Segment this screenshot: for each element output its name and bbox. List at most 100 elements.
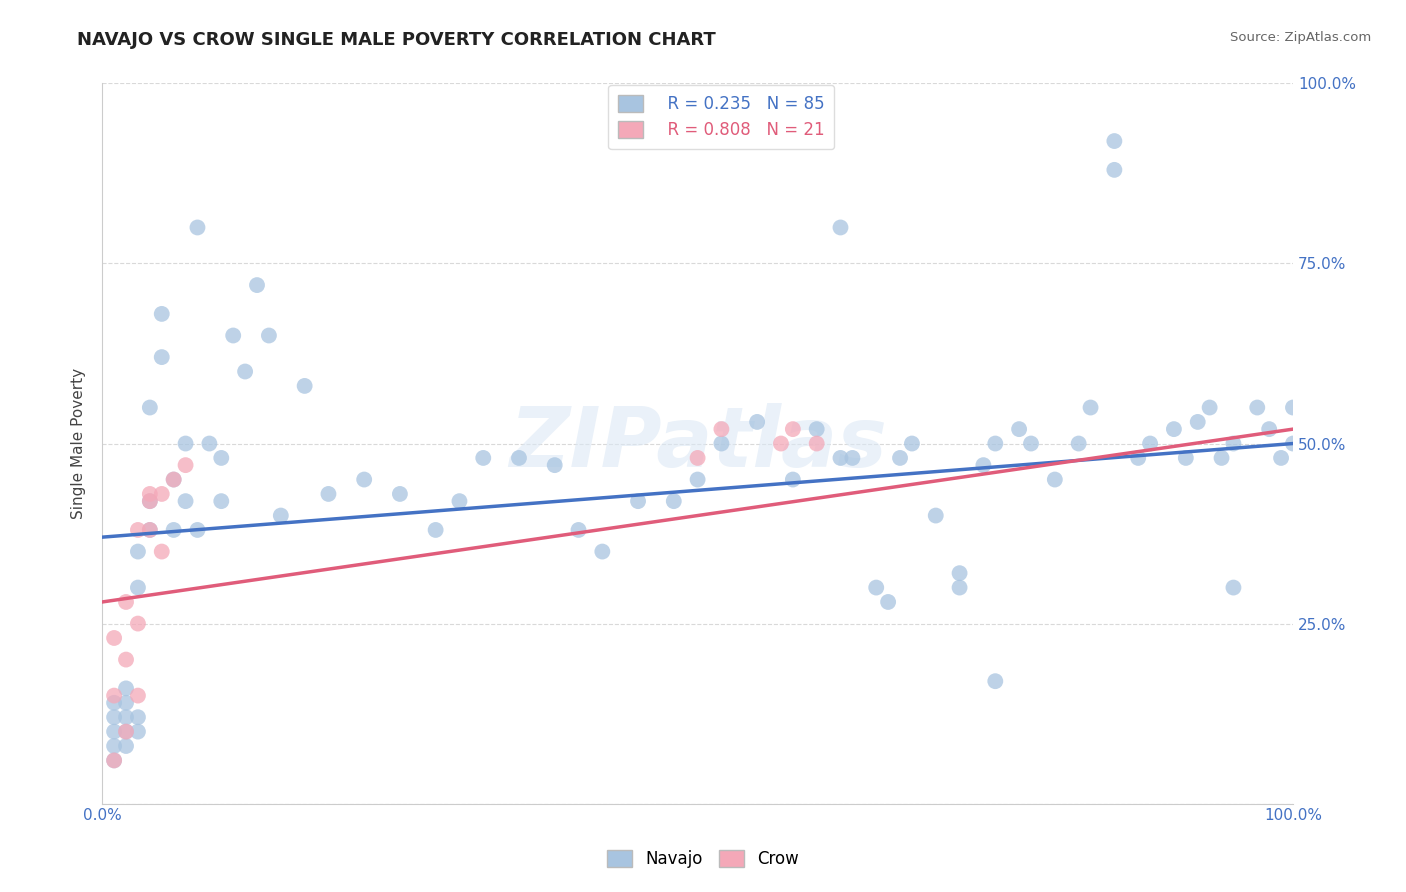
Point <box>830 450 852 465</box>
Point <box>984 674 1007 689</box>
Point <box>1282 401 1305 415</box>
Y-axis label: Single Male Poverty: Single Male Poverty <box>72 368 86 519</box>
Point <box>1222 436 1244 450</box>
Point <box>174 436 197 450</box>
Point <box>806 422 828 436</box>
Point <box>318 487 340 501</box>
Point <box>1270 450 1292 465</box>
Point <box>115 595 138 609</box>
Text: NAVAJO VS CROW SINGLE MALE POVERTY CORRELATION CHART: NAVAJO VS CROW SINGLE MALE POVERTY CORRE… <box>77 31 716 49</box>
Point <box>508 450 530 465</box>
Point <box>830 220 852 235</box>
Text: Source: ZipAtlas.com: Source: ZipAtlas.com <box>1230 31 1371 45</box>
Point <box>877 595 900 609</box>
Point <box>198 436 221 450</box>
Point <box>115 710 138 724</box>
Point <box>1104 162 1126 177</box>
Point <box>103 631 125 645</box>
Point <box>747 415 769 429</box>
Point <box>865 581 887 595</box>
Point <box>139 494 162 508</box>
Point <box>425 523 447 537</box>
Point <box>127 523 149 537</box>
Point <box>127 544 149 558</box>
Point <box>246 278 269 293</box>
Point <box>139 523 162 537</box>
Point <box>841 450 863 465</box>
Point <box>209 494 232 508</box>
Point <box>174 494 197 508</box>
Point <box>163 473 186 487</box>
Point <box>174 458 197 472</box>
Point <box>103 739 125 753</box>
Point <box>1198 401 1220 415</box>
Point <box>103 724 125 739</box>
Point <box>984 436 1007 450</box>
Point <box>1128 450 1150 465</box>
Point <box>150 487 173 501</box>
Point <box>150 307 173 321</box>
Point <box>103 753 125 767</box>
Point <box>1187 415 1209 429</box>
Point <box>1043 473 1066 487</box>
Point <box>1174 450 1197 465</box>
Legend:   R = 0.235   N = 85,   R = 0.808   N = 21: R = 0.235 N = 85, R = 0.808 N = 21 <box>609 85 834 149</box>
Point <box>186 220 208 235</box>
Point <box>948 566 970 581</box>
Point <box>710 436 733 450</box>
Point <box>115 739 138 753</box>
Point <box>103 710 125 724</box>
Point <box>115 696 138 710</box>
Point <box>449 494 471 508</box>
Point <box>591 544 613 558</box>
Point <box>1019 436 1042 450</box>
Point <box>948 581 970 595</box>
Point <box>150 544 173 558</box>
Text: ZIPatlas: ZIPatlas <box>509 403 887 484</box>
Point <box>806 436 828 450</box>
Point <box>186 523 208 537</box>
Point <box>139 487 162 501</box>
Point <box>1008 422 1031 436</box>
Point <box>163 473 186 487</box>
Point <box>1258 422 1281 436</box>
Point <box>127 581 149 595</box>
Point <box>294 379 316 393</box>
Point <box>769 436 792 450</box>
Point <box>1222 581 1244 595</box>
Point <box>1080 401 1102 415</box>
Point <box>662 494 685 508</box>
Point <box>686 450 709 465</box>
Point <box>472 450 495 465</box>
Point <box>782 422 804 436</box>
Point <box>103 696 125 710</box>
Point <box>139 494 162 508</box>
Point <box>127 724 149 739</box>
Legend: Navajo, Crow: Navajo, Crow <box>600 843 806 875</box>
Point <box>233 364 256 378</box>
Point <box>1163 422 1185 436</box>
Point <box>270 508 292 523</box>
Point <box>1104 134 1126 148</box>
Point <box>388 487 411 501</box>
Point <box>1139 436 1161 450</box>
Point <box>115 724 138 739</box>
Point <box>544 458 567 472</box>
Point <box>627 494 650 508</box>
Point <box>1211 450 1233 465</box>
Point <box>115 724 138 739</box>
Point <box>139 401 162 415</box>
Point <box>103 753 125 767</box>
Point <box>222 328 245 343</box>
Point <box>1246 401 1268 415</box>
Point <box>139 523 162 537</box>
Point <box>257 328 280 343</box>
Point <box>889 450 911 465</box>
Point <box>127 616 149 631</box>
Point <box>1067 436 1090 450</box>
Point <box>163 523 186 537</box>
Point <box>1282 436 1305 450</box>
Point <box>127 710 149 724</box>
Point <box>972 458 994 472</box>
Point <box>115 681 138 696</box>
